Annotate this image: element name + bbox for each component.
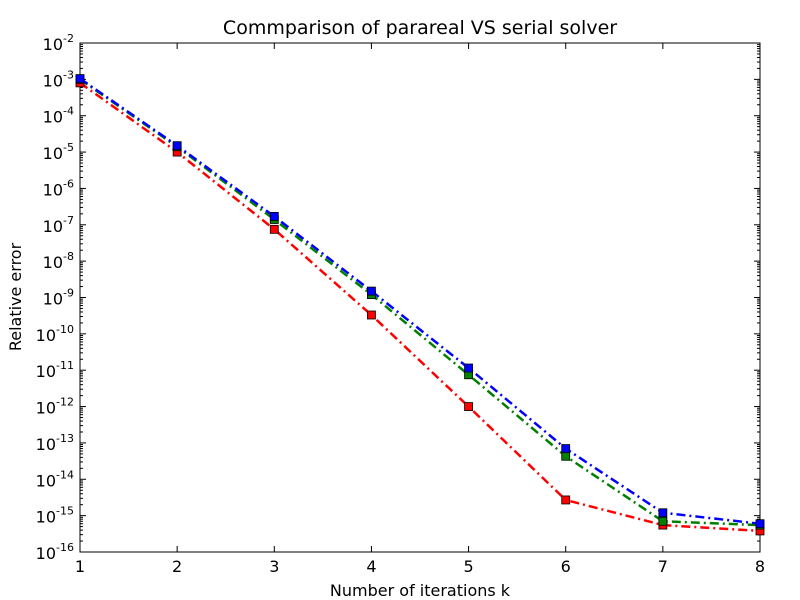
y-tick-label: 10-5: [43, 141, 74, 163]
y-tick-label: 10-7: [43, 214, 74, 236]
x-tick-label: 1: [75, 557, 85, 576]
axis-ticks: 1 2 3 4 5 6 7 810-210-310-410-510-610-710-810-9…: [36, 32, 765, 576]
y-tick-label: 10-16: [36, 541, 74, 563]
y-tick-exponent: -2: [63, 32, 74, 45]
y-tick-base: 10: [43, 180, 63, 199]
y-tick-label: 10-6: [43, 177, 74, 199]
y-tick-base: 10: [43, 108, 63, 127]
series-marker-0: [367, 310, 376, 320]
y-tick-label: 10-3: [43, 68, 74, 90]
y-tick-exponent: -10: [56, 323, 74, 336]
y-tick-base: 10: [43, 144, 63, 163]
y-tick-exponent: -12: [56, 396, 74, 409]
series-marker-2: [269, 212, 279, 221]
y-tick-label: 10-15: [36, 505, 74, 527]
y-tick-exponent: -8: [63, 250, 74, 263]
y-tick-exponent: -9: [63, 287, 74, 300]
series-line-0: [79, 81, 761, 533]
plot-area: [79, 42, 761, 553]
series-marker-2: [561, 444, 571, 453]
x-axis-label: Number of iterations k: [330, 581, 511, 600]
y-tick-label: 10-13: [36, 432, 74, 454]
x-tick-label: 5: [463, 557, 473, 576]
y-tick-exponent: -3: [63, 68, 74, 81]
y-tick-exponent: -14: [56, 468, 74, 481]
y-tick-base: 10: [36, 544, 56, 563]
chart-title: Commparison of parareal VS serial solver: [223, 17, 617, 39]
y-tick-base: 10: [36, 399, 56, 418]
y-tick-exponent: -11: [56, 359, 74, 372]
y-tick-exponent: -16: [56, 541, 74, 554]
y-axis-label: Relative error: [6, 242, 25, 351]
y-tick-base: 10: [43, 217, 63, 236]
y-tick-label: 10-10: [36, 323, 74, 345]
series-marker-0: [561, 495, 571, 505]
y-tick-base: 10: [43, 253, 63, 272]
series-marker-2: [464, 363, 473, 373]
series-layer: [75, 74, 765, 536]
x-tick-label: 2: [172, 557, 182, 576]
y-tick-exponent: -13: [56, 432, 74, 445]
y-tick-label: 10-12: [36, 396, 74, 418]
y-tick-base: 10: [43, 35, 63, 54]
x-tick-label: 8: [755, 557, 765, 576]
series-line-2: [79, 77, 761, 525]
y-tick-label: 10-11: [36, 359, 74, 381]
series-marker-2: [367, 286, 376, 296]
series-marker-0: [464, 402, 473, 411]
series-marker-2: [755, 519, 765, 529]
y-tick-base: 10: [36, 362, 56, 381]
y-tick-base: 10: [36, 471, 56, 490]
y-tick-exponent: -4: [63, 105, 74, 118]
y-tick-base: 10: [36, 435, 56, 454]
series-marker-1: [658, 516, 668, 526]
x-tick-label: 3: [269, 557, 279, 576]
x-tick-label: 7: [658, 557, 668, 576]
y-tick-label: 10-14: [36, 468, 74, 490]
y-tick-label: 10-2: [43, 32, 74, 54]
series-marker-2: [75, 74, 85, 83]
y-tick-label: 10-8: [43, 250, 74, 272]
series-marker-2: [172, 141, 182, 151]
y-tick-label: 10-9: [43, 287, 74, 309]
series-marker-2: [658, 508, 668, 518]
y-tick-base: 10: [36, 326, 56, 345]
y-tick-base: 10: [43, 290, 63, 309]
x-tick-label: 6: [561, 557, 571, 576]
x-tick-label: 4: [366, 557, 376, 576]
series-marker-1: [561, 451, 571, 461]
y-tick-exponent: -6: [63, 177, 74, 190]
y-tick-exponent: -15: [56, 505, 74, 518]
series-marker-0: [269, 224, 279, 234]
y-tick-base: 10: [43, 71, 63, 90]
y-tick-label: 10-4: [43, 105, 74, 127]
y-tick-exponent: -5: [63, 141, 74, 154]
y-tick-exponent: -7: [63, 214, 74, 227]
y-tick-base: 10: [36, 508, 56, 527]
